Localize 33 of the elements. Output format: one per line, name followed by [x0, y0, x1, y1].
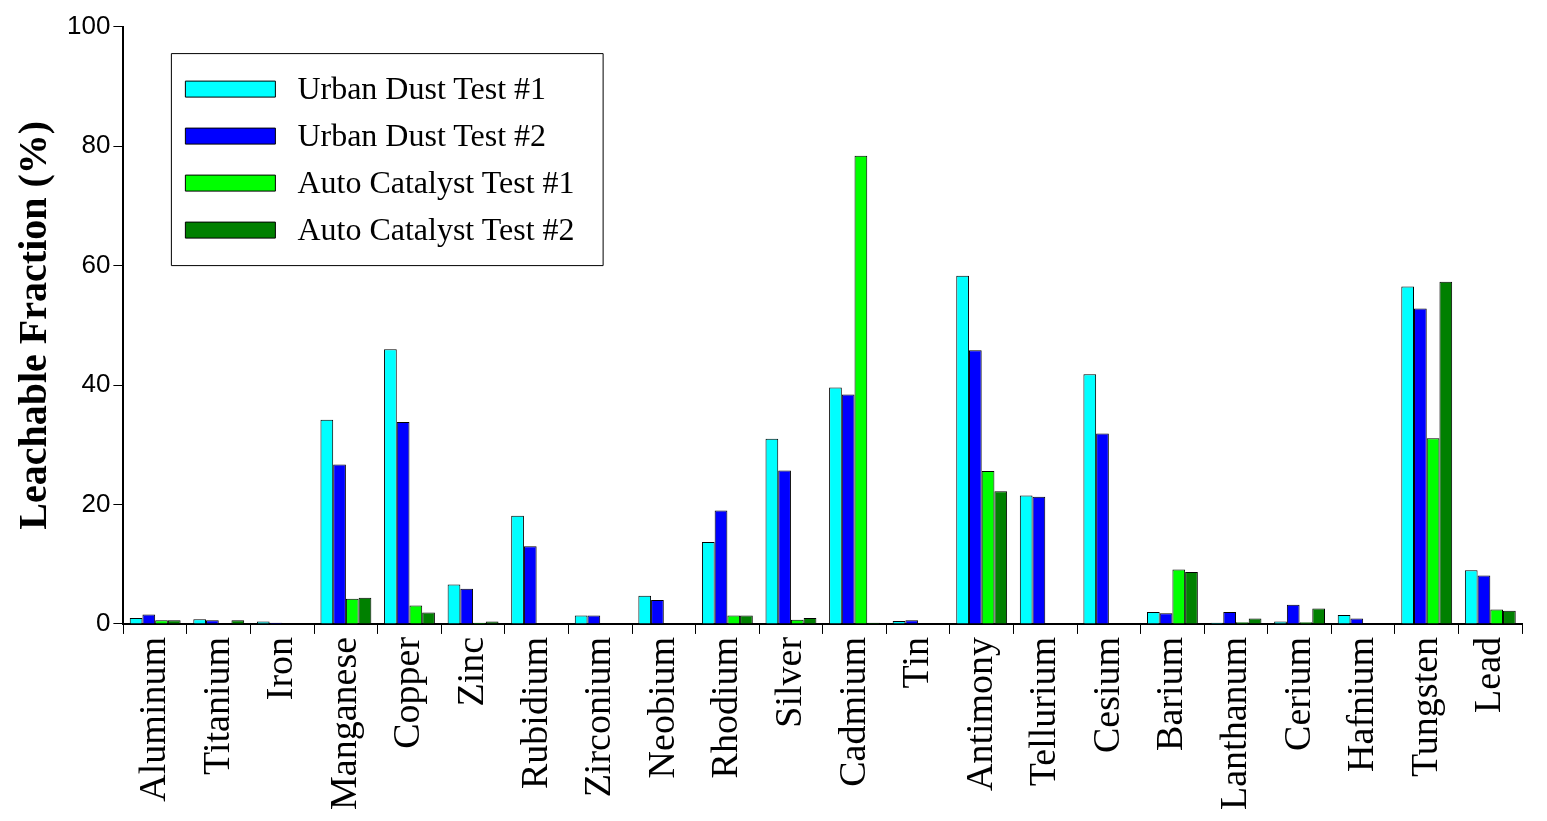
legend-label: Urban Dust Test #1 [297, 69, 547, 106]
x-tick-label: Silver [766, 636, 809, 728]
y-tick-label: 80 [81, 129, 111, 160]
y-axis-title: Leachable Fraction (%) [10, 120, 56, 530]
y-tick-label: 20 [81, 487, 111, 518]
x-tick-label: Cadmium [830, 636, 873, 787]
legend-label: Urban Dust Test #2 [297, 116, 547, 153]
x-tick-label: Antimony [957, 636, 1000, 792]
x-tick-label: Lead [1466, 636, 1509, 713]
x-tick-label: Aluminum [131, 636, 174, 802]
legend-label: Auto Catalyst Test #2 [297, 210, 575, 247]
x-tick-label: Zinc [449, 636, 492, 707]
x-tick-label: Barium [1148, 636, 1191, 751]
y-tick-label: 100 [66, 9, 111, 40]
x-tick-label: Rubidium [512, 636, 555, 789]
x-tick-label: Copper [385, 636, 428, 749]
x-tick-label: Cesium [1084, 636, 1127, 754]
x-tick-label: Lanthanum [1211, 636, 1254, 810]
legend-label: Auto Catalyst Test #1 [297, 163, 575, 200]
y-tick-label: 40 [81, 368, 111, 399]
x-tick-label: Iron [258, 636, 301, 701]
x-tick-label: Tellurium [1021, 636, 1064, 787]
x-tick-label: Zirconium [576, 636, 619, 798]
x-tick-label: Tin [894, 636, 937, 689]
x-tick-label: Neobium [639, 636, 682, 779]
x-tick-label: Titanium [194, 636, 237, 775]
y-tick-label: 60 [81, 248, 111, 279]
x-tick-label: Hafnium [1339, 636, 1382, 773]
x-tick-label: Cerium [1275, 636, 1318, 751]
x-tick-label: Tungsten [1402, 636, 1445, 778]
x-tick-label: Manganese [321, 636, 364, 810]
x-tick-label: Rhodium [703, 636, 746, 779]
y-tick-label: 0 [95, 607, 111, 638]
